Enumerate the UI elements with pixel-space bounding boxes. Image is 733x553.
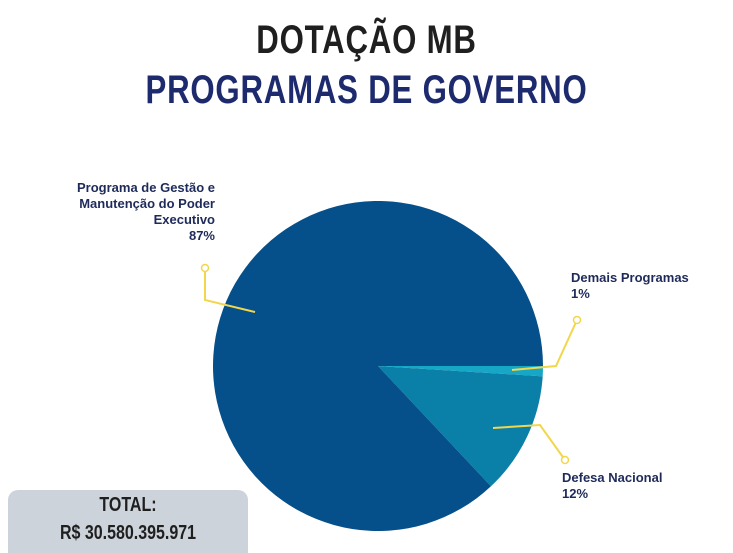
total-value: R$ 30.580.395.971	[59, 522, 197, 544]
total-box	[8, 490, 248, 553]
leader-dot	[200, 263, 210, 273]
value-label: 1%	[571, 286, 590, 301]
chart-title: DOTAÇÃO MB	[256, 18, 477, 62]
leader-line	[511, 319, 578, 371]
leader-line	[492, 423, 566, 461]
slice-label: Demais Programas 1%	[571, 270, 689, 302]
leader-dot	[572, 315, 582, 325]
leader-dot	[560, 455, 570, 465]
slice-label: Defesa Nacional 12%	[562, 470, 662, 502]
pie-slice	[378, 366, 543, 487]
category-label: Demais Programas	[571, 270, 689, 285]
total-label: TOTAL:	[99, 494, 157, 516]
slice-label: Programa de Gestão e Manutenção do Poder…	[20, 180, 215, 244]
pie-slice	[213, 200, 543, 531]
chart-subtitle: PROGRAMAS DE GOVERNO	[145, 68, 588, 112]
category-label: Programa de Gestão e Manutenção do Poder…	[77, 180, 215, 227]
value-label: 87%	[188, 228, 215, 243]
pie-slice	[378, 366, 543, 377]
leader-line	[204, 268, 256, 313]
value-label: 12%	[562, 486, 589, 501]
category-label: Defesa Nacional	[562, 470, 663, 485]
